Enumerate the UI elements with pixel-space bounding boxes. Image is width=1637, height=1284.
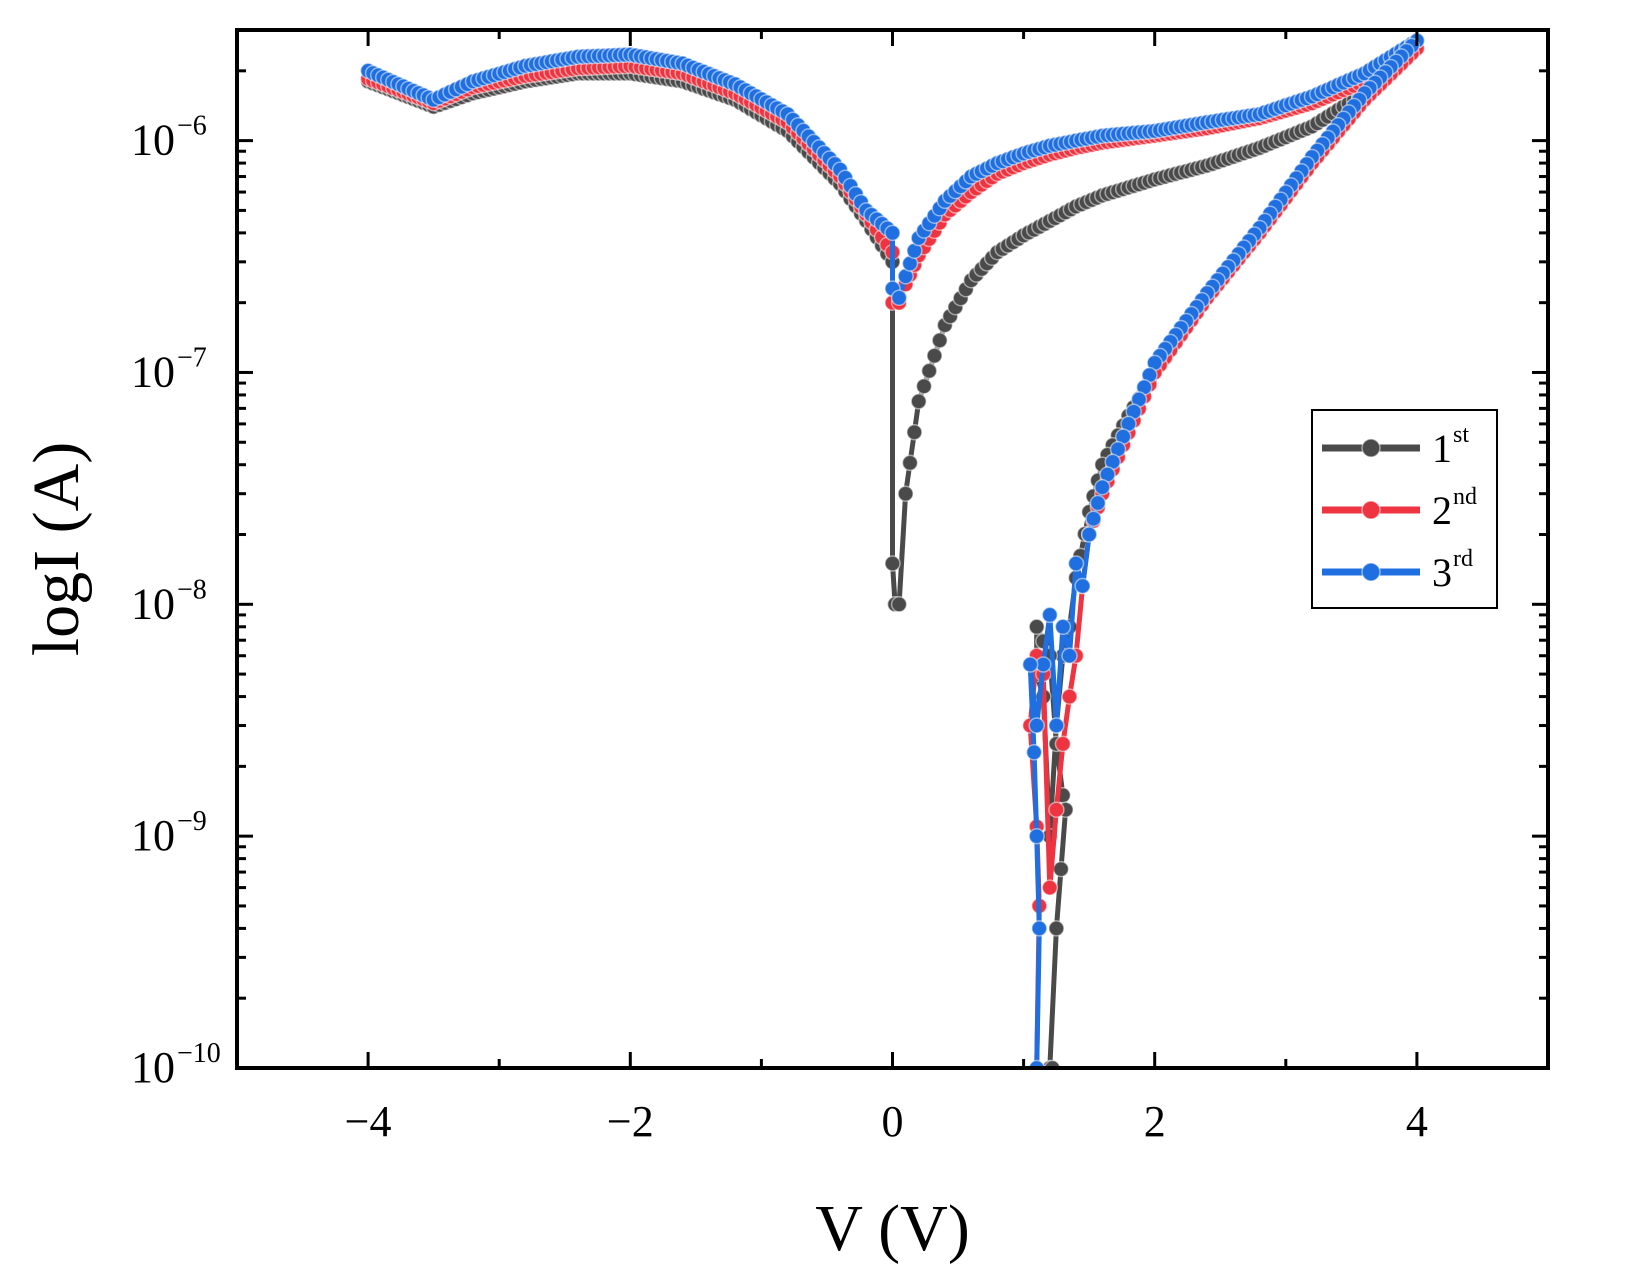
data-point [1048, 920, 1065, 937]
legend-label-sup: rd [1453, 546, 1473, 572]
x-axis-title: V (V) [815, 1192, 970, 1265]
data-point [906, 423, 923, 441]
series-3rd [359, 32, 1426, 1068]
x-tick-label: 0 [882, 1097, 904, 1146]
data-point [1025, 744, 1043, 761]
data-point [884, 555, 901, 572]
data-point [1089, 494, 1107, 512]
x-tick-label: 4 [1406, 1097, 1428, 1146]
data-point [1041, 606, 1059, 624]
y-tick-base: 10 [131, 116, 175, 165]
y-tick-base: 10 [131, 579, 175, 628]
data-point [1031, 920, 1048, 937]
x-axis-ticks: −4 −2 0 2 4 [235, 30, 1550, 1146]
data-point [931, 332, 948, 349]
legend-label: 1 [1432, 426, 1452, 471]
data-point [1067, 555, 1085, 572]
data-point [1048, 801, 1065, 818]
data-point [915, 377, 933, 395]
legend-marker [1361, 562, 1381, 582]
y-tick-exponent: −7 [177, 342, 207, 373]
y-tick-label: 10 −7 [131, 342, 207, 396]
data-point [1041, 879, 1059, 896]
x-tick-label: −2 [607, 1097, 654, 1146]
y-tick-exponent: −9 [177, 806, 207, 837]
data-point [1094, 478, 1111, 496]
y-tick-base: 10 [131, 811, 175, 860]
data-point [1080, 526, 1098, 543]
y-tick-exponent: −8 [177, 574, 207, 605]
y-axis-title: logI (A) [20, 442, 93, 656]
legend-items: 1 st 2 nd 3 rd [1322, 422, 1477, 595]
legend-marker [1361, 438, 1381, 458]
legend-label: 2 [1432, 488, 1452, 533]
y-tick-base: 10 [131, 1043, 175, 1092]
y-tick-exponent: −6 [177, 111, 207, 142]
data-point [884, 224, 901, 242]
data-point [1061, 688, 1078, 705]
data-point [926, 347, 943, 364]
data-point [920, 362, 938, 380]
x-tick-label: 2 [1144, 1097, 1166, 1146]
data-point [890, 596, 908, 613]
data-point [1054, 735, 1072, 753]
data-point [1028, 827, 1045, 845]
y-tick-label: 10 −6 [131, 111, 207, 165]
data-point [1028, 618, 1045, 636]
y-tick-label: 10 −9 [131, 806, 207, 860]
legend-label: 3 [1432, 550, 1452, 595]
legend-marker [1361, 500, 1381, 520]
data-point [1048, 717, 1065, 734]
x-tick-label: −4 [345, 1097, 392, 1146]
legend-label-sup: nd [1453, 484, 1477, 510]
series-layer [359, 32, 1426, 1068]
y-tick-base: 10 [131, 347, 175, 396]
data-point [890, 289, 908, 307]
data-point [1061, 647, 1078, 664]
y-tick-exponent: −10 [177, 1038, 221, 1069]
data-point [897, 485, 914, 502]
data-point [1028, 717, 1045, 734]
data-point [1085, 510, 1102, 527]
data-point [910, 393, 927, 410]
data-point [901, 454, 919, 472]
legend: 1 st 2 nd 3 rd [1311, 409, 1498, 609]
data-point [1021, 656, 1039, 673]
y-tick-label: 10 −8 [131, 574, 207, 628]
data-point [1052, 860, 1070, 878]
data-point [1074, 577, 1091, 595]
legend-label-sup: st [1453, 422, 1469, 448]
data-point [1054, 618, 1072, 636]
y-tick-label: 10 −10 [131, 1038, 221, 1092]
